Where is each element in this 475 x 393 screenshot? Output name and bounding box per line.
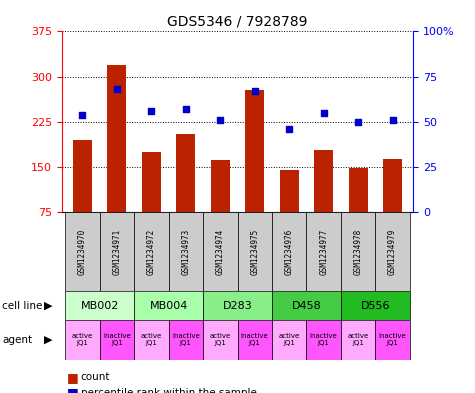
Bar	[238, 320, 272, 360]
Text: GSM1234972: GSM1234972	[147, 228, 156, 275]
Bar	[349, 168, 368, 257]
Bar	[100, 212, 134, 291]
Bar	[383, 159, 402, 257]
Title: GDS5346 / 7928789: GDS5346 / 7928789	[167, 15, 308, 29]
Bar	[203, 212, 238, 291]
Text: ▶: ▶	[44, 335, 53, 345]
Bar	[272, 291, 341, 320]
Text: inactive
JQ1: inactive JQ1	[103, 333, 131, 347]
Text: ■: ■	[66, 371, 78, 384]
Text: ■: ■	[66, 386, 78, 393]
Text: D556: D556	[361, 301, 390, 310]
Bar	[314, 150, 333, 257]
Bar	[73, 140, 92, 257]
Bar	[169, 212, 203, 291]
Bar	[203, 320, 238, 360]
Point	[217, 117, 224, 123]
Text: GSM1234977: GSM1234977	[319, 228, 328, 275]
Bar	[65, 212, 100, 291]
Text: GSM1234978: GSM1234978	[353, 228, 362, 275]
Text: cell line: cell line	[2, 301, 43, 310]
Point	[389, 117, 396, 123]
Bar	[100, 320, 134, 360]
Text: ▶: ▶	[44, 301, 53, 310]
Text: active
JQ1: active JQ1	[348, 333, 369, 347]
Point	[354, 119, 362, 125]
Text: D283: D283	[223, 301, 252, 310]
Bar	[65, 291, 134, 320]
Text: GSM1234976: GSM1234976	[285, 228, 294, 275]
Bar	[341, 291, 410, 320]
Text: active
JQ1: active JQ1	[141, 333, 162, 347]
Bar	[375, 212, 410, 291]
Text: inactive
JQ1: inactive JQ1	[379, 333, 407, 347]
Text: GSM1234970: GSM1234970	[78, 228, 87, 275]
Bar	[134, 291, 203, 320]
Bar	[134, 320, 169, 360]
Text: count: count	[81, 372, 110, 382]
Bar	[142, 152, 161, 257]
Point	[320, 110, 327, 116]
Text: active
JQ1: active JQ1	[209, 333, 231, 347]
Text: MB004: MB004	[150, 301, 188, 310]
Text: GSM1234971: GSM1234971	[113, 228, 122, 275]
Bar	[107, 64, 126, 257]
Text: active
JQ1: active JQ1	[278, 333, 300, 347]
Bar	[176, 134, 195, 257]
Bar	[341, 320, 375, 360]
Bar	[134, 212, 169, 291]
Point	[113, 86, 121, 92]
Point	[148, 108, 155, 114]
Bar	[341, 212, 375, 291]
Text: active
JQ1: active JQ1	[72, 333, 93, 347]
Bar	[169, 320, 203, 360]
Text: agent: agent	[2, 335, 32, 345]
Text: MB002: MB002	[80, 301, 119, 310]
Text: D458: D458	[292, 301, 321, 310]
Bar	[203, 291, 272, 320]
Point	[285, 126, 293, 132]
Bar	[65, 320, 100, 360]
Point	[182, 106, 190, 112]
Bar	[375, 320, 410, 360]
Bar	[280, 170, 299, 257]
Bar	[272, 320, 306, 360]
Bar	[245, 90, 264, 257]
Text: percentile rank within the sample: percentile rank within the sample	[81, 388, 256, 393]
Bar	[272, 212, 306, 291]
Text: GSM1234975: GSM1234975	[250, 228, 259, 275]
Text: inactive
JQ1: inactive JQ1	[310, 333, 338, 347]
Bar	[211, 160, 230, 257]
Text: GSM1234974: GSM1234974	[216, 228, 225, 275]
Bar	[306, 320, 341, 360]
Text: inactive
JQ1: inactive JQ1	[241, 333, 268, 347]
Text: GSM1234973: GSM1234973	[181, 228, 190, 275]
Point	[79, 112, 86, 118]
Text: GSM1234979: GSM1234979	[388, 228, 397, 275]
Bar	[238, 212, 272, 291]
Point	[251, 88, 258, 94]
Text: inactive
JQ1: inactive JQ1	[172, 333, 200, 347]
Bar	[306, 212, 341, 291]
